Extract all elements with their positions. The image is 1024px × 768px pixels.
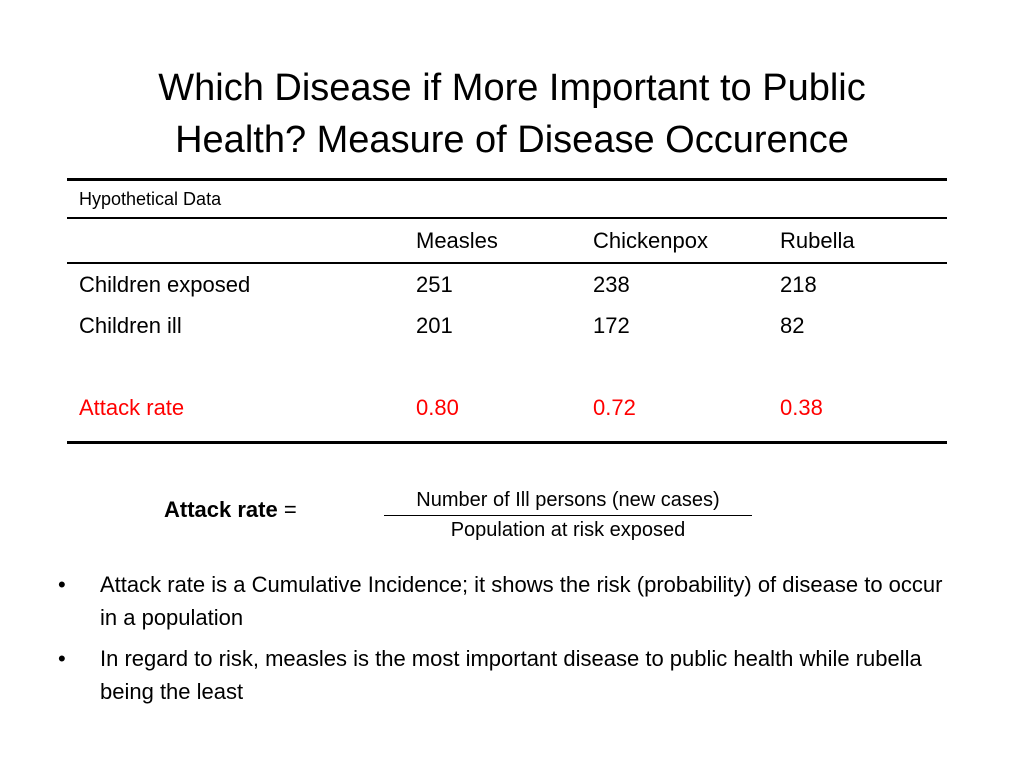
row-label-children-ill: Children ill bbox=[79, 313, 182, 338]
column-header-measles: Measles bbox=[416, 228, 498, 253]
row-label-children-exposed: Children exposed bbox=[79, 272, 251, 297]
bullet-marker-1: • bbox=[58, 572, 66, 597]
cell-attack-rate-measles: 0.80 bbox=[416, 395, 459, 420]
formula-term: Attack rate bbox=[164, 497, 278, 522]
fraction-denominator: Population at risk exposed bbox=[450, 519, 686, 541]
slide-title-line-2: Health? Measure of Disease Occurence bbox=[175, 119, 849, 161]
bullet-item-2: • In regard to risk, measles is the most… bbox=[58, 642, 958, 708]
cell-exposed-chickenpox: 238 bbox=[593, 272, 630, 297]
table-top-rule bbox=[67, 178, 947, 181]
bullet-text-1: Attack rate is a Cumulative Incidence; i… bbox=[100, 572, 943, 630]
bullet-item-1: • Attack rate is a Cumulative Incidence;… bbox=[58, 568, 958, 634]
formula-equals: = bbox=[277, 497, 297, 522]
slide-title-line-1: Which Disease if More Important to Publi… bbox=[158, 67, 866, 109]
formula-label: Attack rate = bbox=[164, 496, 297, 524]
attack-rate-fraction: Number of Ill persons (new cases) Popula… bbox=[384, 487, 752, 544]
cell-exposed-rubella: 218 bbox=[780, 272, 817, 297]
cell-ill-chickenpox: 172 bbox=[593, 313, 630, 338]
cell-attack-rate-rubella: 0.38 bbox=[780, 395, 823, 420]
fraction-numerator: Number of Ill persons (new cases) bbox=[384, 487, 752, 516]
row-label-attack-rate: Attack rate bbox=[79, 395, 185, 420]
slide-title: Which Disease if More Important to Publi… bbox=[60, 62, 964, 166]
cell-exposed-measles: 251 bbox=[416, 272, 453, 297]
bullet-text-2: In regard to risk, measles is the most i… bbox=[100, 646, 922, 704]
table-bottom-rule bbox=[67, 441, 947, 444]
column-header-rubella: Rubella bbox=[780, 228, 855, 253]
bullet-marker-2: • bbox=[58, 646, 66, 671]
cell-ill-measles: 201 bbox=[416, 313, 453, 338]
header-divider bbox=[67, 262, 947, 264]
caption-divider bbox=[67, 217, 947, 219]
cell-attack-rate-chickenpox: 0.72 bbox=[593, 395, 636, 420]
table-caption: Hypothetical Data bbox=[79, 189, 222, 209]
cell-ill-rubella: 82 bbox=[780, 313, 805, 338]
bullet-list: • Attack rate is a Cumulative Incidence;… bbox=[58, 568, 958, 716]
hypothetical-data-table: Hypothetical Data Measles Chickenpox Rub… bbox=[67, 178, 947, 444]
column-header-chickenpox: Chickenpox bbox=[593, 228, 708, 253]
